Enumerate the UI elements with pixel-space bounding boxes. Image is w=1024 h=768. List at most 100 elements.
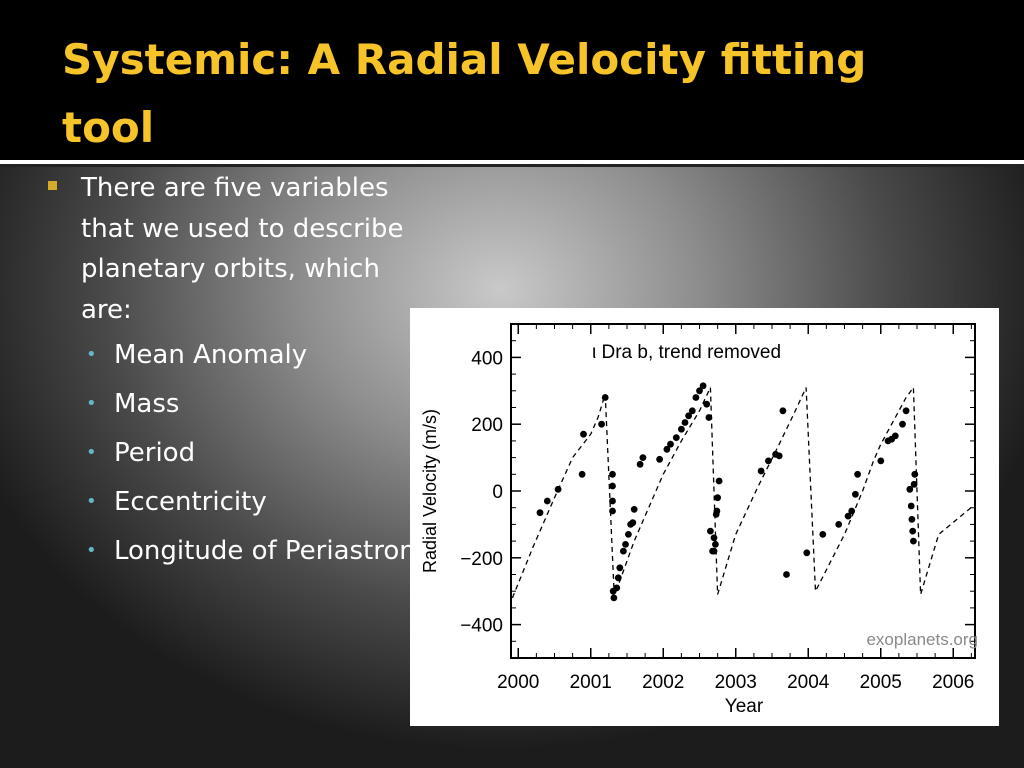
data-point [685,412,692,420]
data-point [543,497,551,505]
data-point [710,547,718,555]
data-point [907,502,915,510]
bullet-text: There are five variables that we used to… [81,173,404,325]
watermark: exoplanets.org [866,630,978,649]
data-point [580,430,587,438]
data-point [609,497,616,505]
data-point [692,394,700,401]
data-point [899,420,906,428]
data-point [908,516,916,523]
data-point [710,534,718,542]
data-point [610,594,618,602]
data-point [852,490,859,498]
data-point [713,507,721,515]
sub-bullet-text: Mass [114,389,180,419]
dot-bullet-icon: • [86,393,97,414]
x-tick-label: 2002 [642,672,684,693]
data-point [803,549,811,557]
data-point [703,400,711,408]
data-point [854,470,861,478]
data-point [667,440,674,448]
data-point [891,432,899,440]
data-point [757,467,765,475]
title-divider-shadow [0,164,1024,167]
dot-bullet-icon: • [86,491,97,512]
data-point [663,445,671,453]
data-point [681,419,689,426]
data-point [906,485,914,493]
x-axis-label: Year [725,696,764,717]
sub-bullet-text: Mean Anomaly [114,340,308,370]
data-point [848,507,856,515]
data-point [656,455,663,463]
data-point [819,531,827,538]
data-point [714,494,721,502]
data-point [775,452,783,460]
data-point [909,527,917,535]
data-point [707,527,714,535]
bullet-list: There are five variables that we used to… [46,168,426,580]
data-point [672,434,680,441]
radial-velocity-chart: 2000 2001 2002 2003 2004 2005 2006 400 200 0 −200−… [410,308,999,726]
data-point [630,506,638,513]
data-point [712,541,719,548]
data-point [877,457,885,465]
sub-bullet-item: • Eccentricity [46,482,426,523]
sub-bullet-item: • Longitude of Periastron [46,531,426,572]
y-tick-label: 200 [471,415,503,436]
data-point [910,480,918,488]
data-point [636,460,644,468]
data-point [578,470,586,478]
data-point [779,407,787,415]
y-tick-label: −200 [460,549,503,570]
data-point [844,512,852,520]
bullet-item: There are five variables that we used to… [46,168,426,330]
data-point [601,394,609,401]
dot-bullet-icon: • [86,442,97,463]
data-point [622,541,629,548]
data-point [609,482,616,490]
x-tick-label: 2006 [932,672,974,693]
data-point [911,470,919,478]
data-point [613,584,621,592]
data-point [616,564,624,572]
data-point [835,521,843,528]
dot-bullet-icon: • [86,344,97,365]
data-point [688,407,696,415]
sub-bullet-text: Period [114,438,196,468]
fit-curve [511,385,976,599]
data-point [715,477,723,485]
data-point [696,387,703,395]
x-tick-label: 2004 [787,672,830,693]
data-point [699,382,707,390]
sub-bullet-item: • Mean Anomaly [46,335,426,376]
data-point [609,470,616,478]
square-bullet-icon [48,181,57,190]
data-point [614,574,622,582]
data-point [783,571,790,578]
data-point [629,519,637,527]
data-point [620,547,627,555]
sub-bullet-item: • Period [46,433,426,474]
chart-svg: 2000 2001 2002 2003 2004 2005 20064002000−200−… [420,323,978,717]
x-tick-label: 2005 [860,672,902,693]
data-point [554,485,562,493]
sub-bullet-text: Longitude of Periastron [114,536,416,566]
data-point [765,457,772,465]
chart-title: ι Dra b, trend removed [592,342,781,363]
title-bar [0,0,1024,160]
slide-title: Systemic: A Radial Velocity fitting tool [62,35,867,152]
sub-bullet-list: • Mean Anomaly • Mass • Period • Eccentric… [46,335,426,572]
dot-bullet-icon: • [86,540,97,561]
x-tick-label: 2001 [570,672,612,693]
y-tick-label: −400 [460,616,503,637]
title-divider [0,160,1024,164]
sub-bullet-text: Eccentricity [114,487,267,517]
data-point [639,454,647,461]
x-tick-label: 2003 [715,672,757,693]
data-point [625,531,632,538]
data-point [609,507,616,515]
data-point [910,537,917,545]
data-point [902,407,910,415]
data-point [536,509,544,517]
